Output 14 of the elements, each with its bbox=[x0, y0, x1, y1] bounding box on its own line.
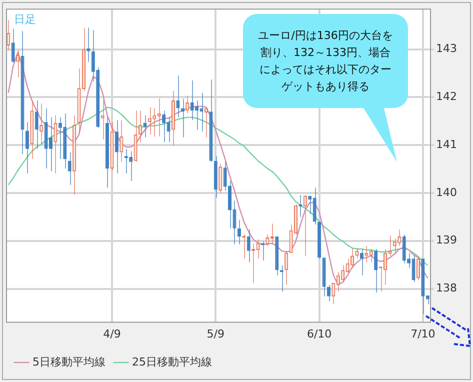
y-tick-label: 142 bbox=[436, 90, 458, 104]
annotation: 日足 bbox=[14, 12, 36, 26]
y-tick-label: 143 bbox=[436, 42, 458, 56]
y-tick-label: 139 bbox=[436, 234, 458, 247]
annotation: ユーロ/円は136円の大台を割り、132～133円、場合によってはそれ以下のターゲットもあり得る bbox=[243, 14, 408, 108]
legend-label: 25日移動平均線 bbox=[132, 355, 212, 368]
x-tick-label: 7/10 bbox=[410, 327, 436, 340]
x-tick-label: 4/9 bbox=[103, 327, 121, 340]
y-tick-label: 138 bbox=[436, 282, 458, 295]
x-tick-label: 5/9 bbox=[206, 327, 224, 340]
legend-label: 5日移動平均線 bbox=[32, 355, 106, 368]
y-tick-label: 140 bbox=[436, 186, 458, 199]
x-tick-label: 6/10 bbox=[306, 327, 332, 340]
y-tick-label: 141 bbox=[436, 138, 458, 151]
